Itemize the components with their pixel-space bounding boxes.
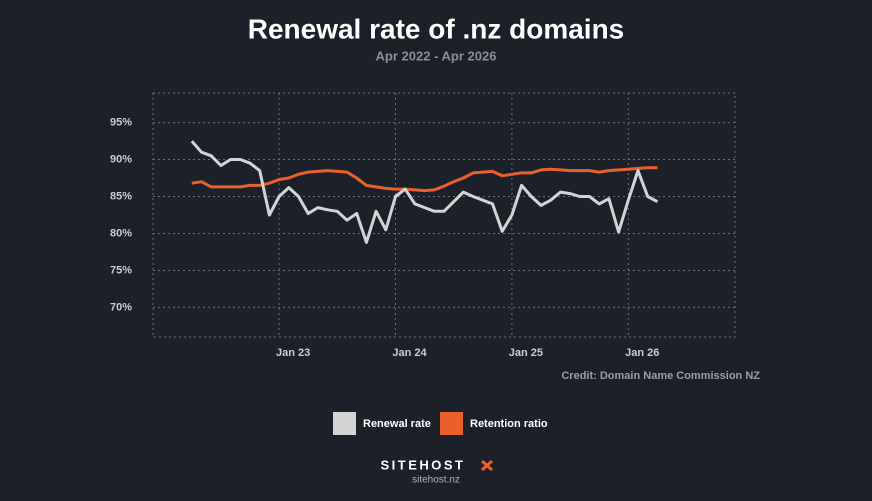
series-line	[190, 140, 659, 244]
chart-title: Renewal rate of .nz domains	[248, 13, 625, 44]
plot-frame	[152, 92, 736, 338]
brand: SITEHOST	[380, 457, 465, 472]
x-tick-label: Jan 24	[392, 347, 427, 359]
brand-url: sitehost.nz	[412, 475, 460, 486]
y-tick-label: 80%	[110, 227, 132, 239]
x-tick-label: Jan 25	[509, 347, 543, 359]
y-tick-label: 90%	[110, 153, 132, 165]
y-tick-label: 75%	[110, 264, 132, 276]
y-tick-label: 70%	[110, 301, 132, 313]
brand-icon	[480, 459, 494, 472]
x-tick-label: Jan 23	[276, 347, 310, 359]
legend-swatch	[440, 412, 463, 435]
x-tick-label: Jan 26	[625, 347, 659, 359]
legend-swatch	[333, 412, 356, 435]
credit: Credit: Domain Name Commission NZ	[561, 370, 760, 382]
legend-label: Retention ratio	[470, 418, 548, 430]
series-line	[191, 166, 658, 193]
y-tick-label: 95%	[110, 116, 132, 128]
brand-logo: SITEHOST	[380, 457, 494, 472]
chart-subtitle: Apr 2022 - Apr 2026	[376, 48, 497, 63]
legend-label: Renewal rate	[363, 418, 431, 430]
y-tick-label: 85%	[110, 190, 132, 202]
